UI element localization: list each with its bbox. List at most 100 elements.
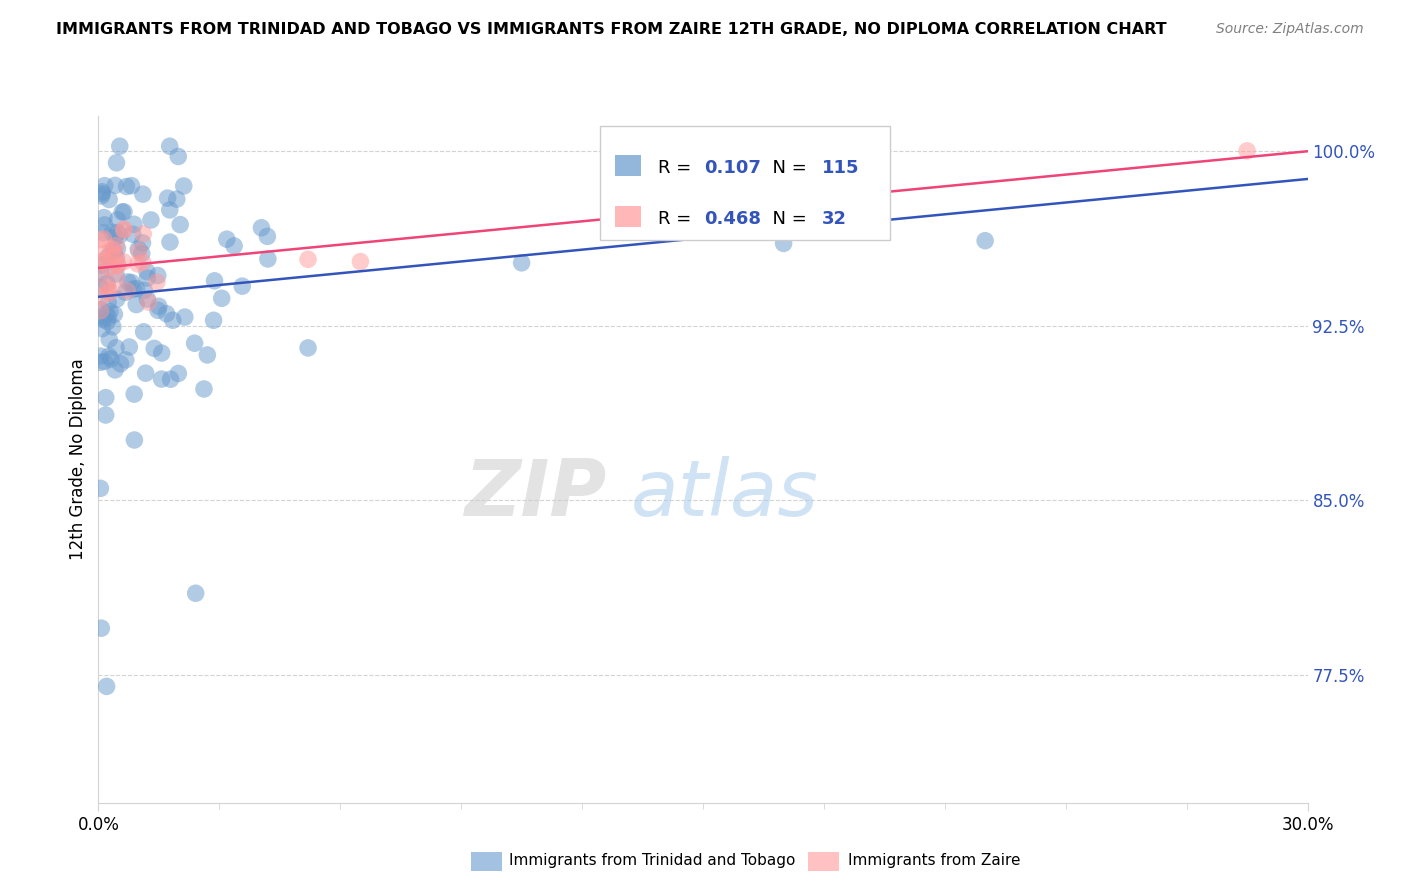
Point	[89, 255, 111, 269]
Point	[100, 244, 122, 258]
Text: 32: 32	[821, 210, 846, 228]
Point	[159, 139, 181, 153]
Point	[97, 295, 120, 310]
Point	[101, 225, 124, 239]
Text: R =: R =	[658, 159, 700, 177]
Point	[91, 312, 114, 326]
Point	[136, 265, 159, 279]
Text: 0.107: 0.107	[704, 159, 761, 177]
FancyBboxPatch shape	[600, 127, 890, 240]
Point	[159, 202, 181, 217]
FancyBboxPatch shape	[614, 154, 641, 176]
Point	[112, 223, 135, 237]
Text: ZIP: ZIP	[464, 456, 606, 532]
Point	[93, 232, 115, 246]
Point	[93, 226, 115, 240]
Point	[98, 193, 121, 207]
Point	[146, 275, 169, 289]
Text: R =: R =	[658, 210, 700, 228]
Point	[104, 230, 127, 244]
Point	[128, 244, 150, 259]
Point	[107, 212, 129, 227]
Point	[89, 349, 111, 363]
Point	[297, 341, 319, 355]
Point	[169, 218, 191, 232]
Point	[91, 247, 114, 261]
Point	[111, 205, 134, 219]
Point	[101, 243, 124, 257]
Point	[104, 267, 127, 281]
Point	[90, 268, 112, 282]
Point	[134, 284, 156, 298]
Point	[93, 253, 115, 268]
Point	[115, 284, 138, 298]
Point	[135, 366, 157, 380]
Point	[131, 235, 153, 250]
Point	[108, 139, 131, 153]
Point	[146, 303, 169, 318]
Point	[202, 313, 225, 327]
Point	[104, 249, 127, 263]
Point	[150, 346, 173, 360]
Point	[112, 204, 135, 219]
Point	[349, 254, 371, 268]
Point	[173, 179, 195, 194]
Point	[98, 332, 121, 346]
Point	[117, 275, 139, 289]
Point	[125, 282, 148, 296]
Point	[98, 285, 121, 300]
Point	[159, 235, 181, 249]
Point	[90, 189, 112, 203]
Point	[120, 276, 142, 290]
Point	[97, 250, 120, 264]
Point	[131, 246, 153, 260]
Point	[222, 239, 245, 253]
Point	[257, 252, 280, 266]
Point	[132, 325, 155, 339]
Point	[297, 252, 319, 267]
Text: Source: ZipAtlas.com: Source: ZipAtlas.com	[1216, 22, 1364, 37]
Point	[90, 258, 112, 272]
Point	[96, 277, 118, 291]
Point	[90, 302, 112, 317]
Point	[89, 267, 111, 281]
Point	[100, 352, 122, 367]
Point	[101, 319, 124, 334]
Point	[250, 220, 273, 235]
Point	[143, 342, 166, 356]
Point	[93, 178, 115, 193]
Text: IMMIGRANTS FROM TRINIDAD AND TOBAGO VS IMMIGRANTS FROM ZAIRE 12TH GRADE, NO DIPL: IMMIGRANTS FROM TRINIDAD AND TOBAGO VS I…	[56, 22, 1167, 37]
Point	[90, 310, 112, 324]
Point	[127, 242, 149, 256]
Point	[89, 355, 111, 369]
Point	[107, 258, 129, 272]
Point	[94, 408, 117, 422]
Point	[510, 256, 533, 270]
Point	[104, 178, 127, 193]
Point	[231, 279, 253, 293]
Point	[96, 306, 118, 320]
FancyBboxPatch shape	[614, 206, 641, 227]
Point	[104, 341, 127, 355]
Point	[183, 336, 205, 351]
Point	[148, 299, 170, 313]
Point	[146, 268, 169, 283]
Point	[105, 156, 128, 170]
Point	[118, 340, 141, 354]
Point	[121, 178, 143, 193]
Point	[156, 191, 179, 205]
Point	[103, 244, 125, 258]
Point	[122, 282, 145, 296]
Point	[104, 363, 127, 377]
Point	[211, 291, 233, 305]
Point	[150, 372, 173, 386]
Point	[107, 226, 129, 240]
Point	[132, 227, 155, 241]
Point	[132, 255, 155, 269]
Point	[98, 349, 121, 363]
Point	[139, 213, 162, 227]
Point	[89, 233, 111, 247]
Point	[173, 310, 195, 324]
Point	[195, 348, 218, 362]
Text: N =: N =	[761, 159, 815, 177]
